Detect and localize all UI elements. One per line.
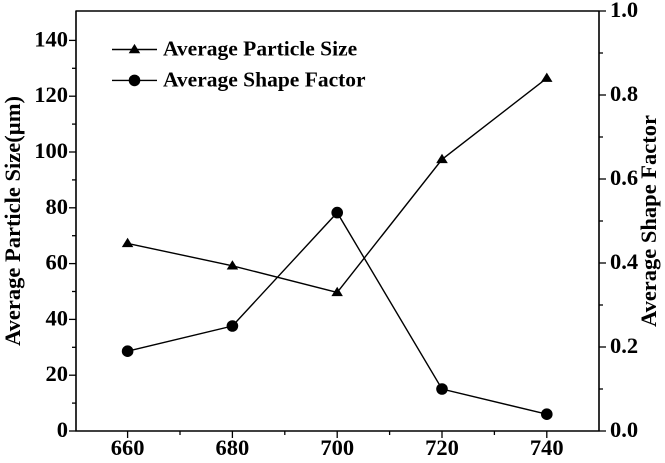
svg-text:40: 40	[46, 305, 69, 330]
svg-text:0.2: 0.2	[610, 333, 638, 358]
svg-text:680: 680	[216, 435, 250, 460]
svg-text:Average Shape Factor: Average Shape Factor	[163, 67, 366, 91]
svg-text:60: 60	[46, 250, 69, 275]
svg-text:0: 0	[57, 417, 68, 442]
svg-text:Average Particle Size: Average Particle Size	[163, 37, 357, 61]
svg-text:0.0: 0.0	[610, 417, 638, 442]
svg-text:140: 140	[34, 26, 68, 51]
svg-text:120: 120	[34, 82, 68, 107]
svg-text:0.6: 0.6	[610, 165, 638, 190]
svg-text:0.4: 0.4	[610, 249, 638, 274]
svg-text:740: 740	[530, 435, 564, 460]
svg-text:Average Shape Factor: Average Shape Factor	[636, 115, 661, 327]
svg-text:80: 80	[46, 194, 69, 219]
svg-text:700: 700	[320, 435, 354, 460]
svg-text:660: 660	[111, 435, 145, 460]
svg-text:0.8: 0.8	[610, 81, 638, 106]
svg-text:Average Particle Size(µm): Average Particle Size(µm)	[0, 96, 25, 346]
svg-text:100: 100	[34, 138, 68, 163]
svg-text:20: 20	[46, 361, 69, 386]
svg-text:720: 720	[425, 435, 459, 460]
svg-text:1.0: 1.0	[610, 0, 638, 22]
